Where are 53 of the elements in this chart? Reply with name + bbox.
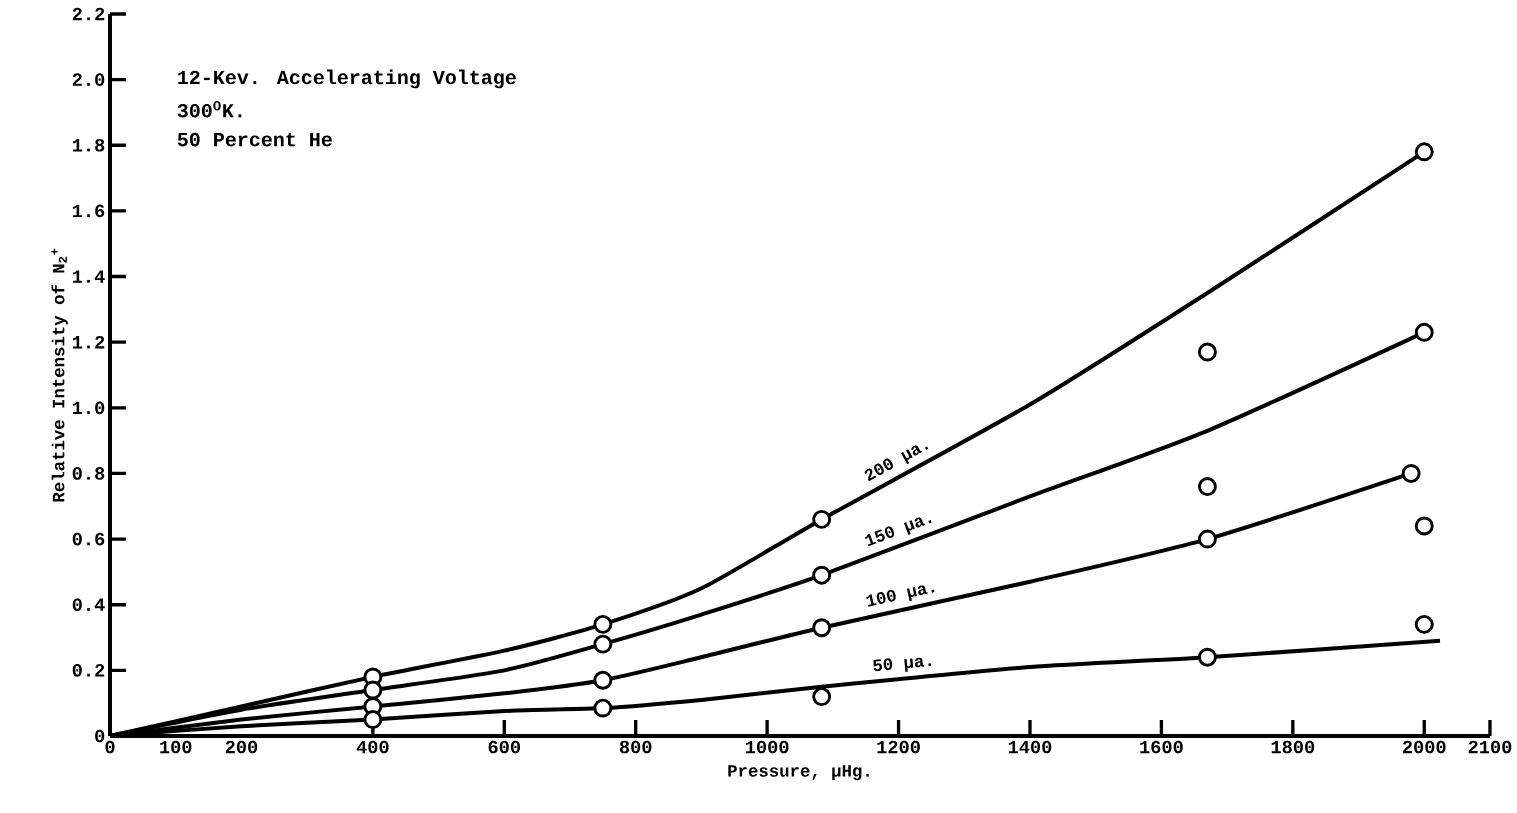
x-tick-label: 200 xyxy=(225,740,258,754)
point xyxy=(1197,342,1217,362)
text: 100 µa. xyxy=(866,585,935,607)
x-tick-label: 1400 xyxy=(1008,740,1052,754)
x-tick-label: 100 xyxy=(160,740,192,754)
y-tick-label: 0 xyxy=(95,729,105,743)
point xyxy=(812,618,832,638)
annotation: 12-Kev. Accelerating Voltage xyxy=(178,69,516,89)
point xyxy=(593,614,613,634)
x-tick-label: 1600 xyxy=(1140,740,1183,754)
point xyxy=(593,634,613,654)
x-tick-label: 1000 xyxy=(745,740,789,754)
point xyxy=(1197,529,1217,549)
point xyxy=(1401,463,1421,483)
y-tick-label: 2.0 xyxy=(72,73,105,86)
x-tick-label: 800 xyxy=(619,740,652,754)
x-tick-label: 600 xyxy=(488,740,520,754)
y-tick-label: 0.8 xyxy=(72,467,105,480)
text: 150 µa. xyxy=(864,517,932,547)
x-tick-label: 1200 xyxy=(877,740,920,754)
point xyxy=(1414,322,1434,342)
annotation: 50 Percent He xyxy=(177,132,332,147)
point xyxy=(1414,142,1434,162)
y-tick-label: 1.6 xyxy=(72,204,105,218)
point xyxy=(1197,477,1217,497)
annotation: 300$^{O}$K. xyxy=(177,101,242,118)
y-tick-label: 0.6 xyxy=(72,532,105,546)
x-tick-label: 1800 xyxy=(1271,740,1315,754)
point xyxy=(593,670,613,690)
point xyxy=(812,687,832,707)
text: 200 µa. xyxy=(864,445,929,482)
x-tick-label: 2000 xyxy=(1402,740,1446,754)
point xyxy=(1197,647,1217,667)
point xyxy=(812,509,832,529)
point xyxy=(593,698,613,718)
x-tick-label: 2100 xyxy=(1468,740,1512,754)
x-tick-label: 400 xyxy=(356,740,389,754)
x-axis-title: Pressure, µHg. xyxy=(728,765,869,781)
y-tick-label: 0.4 xyxy=(72,598,105,612)
point xyxy=(363,680,383,700)
y-tick-label: 1.4 xyxy=(72,270,105,283)
y-tick-label: 1.8 xyxy=(72,138,105,152)
point xyxy=(1414,614,1434,634)
text: 50 µa. xyxy=(873,657,932,672)
point xyxy=(812,565,832,585)
point xyxy=(1414,516,1434,536)
y-tick-label: 2.2 xyxy=(72,7,105,21)
y-tick-label: 0.2 xyxy=(72,664,105,677)
x-tick-label: 0 xyxy=(105,740,115,754)
y-tick-label: 1.0 xyxy=(72,401,105,415)
y-axis-title: Relative Intensity of N$_{2}$+ xyxy=(51,248,68,502)
y-tick-label: 1.2 xyxy=(72,335,105,349)
point xyxy=(363,710,383,730)
